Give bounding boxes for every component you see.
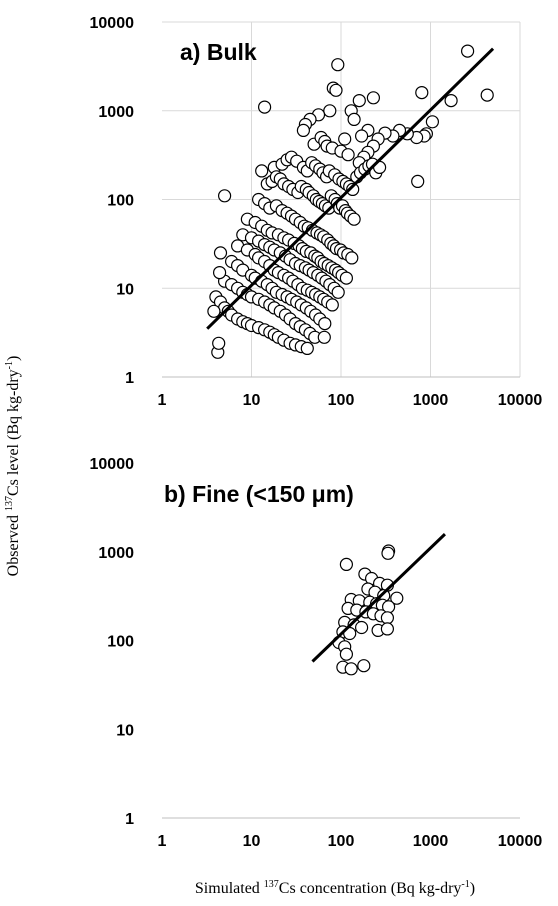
data-point bbox=[339, 557, 353, 572]
data-point bbox=[415, 85, 429, 100]
data-point bbox=[344, 662, 358, 676]
x-tick-label: 10 bbox=[243, 392, 261, 409]
y-tick-label: 1000 bbox=[98, 104, 134, 121]
panel-a-x-tick-labels: 1 10 100 1000 10000 bbox=[158, 392, 543, 409]
data-point bbox=[346, 182, 360, 196]
data-point bbox=[357, 659, 371, 673]
data-point bbox=[425, 115, 439, 129]
panel-a-y-tick-labels: 1 10 100 1000 10000 bbox=[90, 15, 135, 387]
data-point bbox=[355, 129, 369, 143]
panel-b-y-tick-labels: 1 10 100 1000 10000 bbox=[90, 456, 135, 828]
y-tick-label: 10 bbox=[116, 722, 134, 739]
y-tick-label: 1 bbox=[125, 370, 134, 387]
panel-b-fine: 1 10 100 1000 10000 1 10 100 1000 10000 b) Fine … bbox=[90, 456, 543, 850]
x-tick-label: 10 bbox=[243, 833, 261, 850]
data-point bbox=[380, 622, 394, 636]
data-point bbox=[341, 148, 355, 162]
data-point bbox=[339, 647, 353, 661]
x-axis-title-prefix: Simulated bbox=[195, 880, 264, 897]
data-point bbox=[338, 132, 352, 146]
data-point bbox=[366, 91, 380, 105]
y-axis-title-prefix: Observed bbox=[5, 511, 22, 576]
data-point bbox=[218, 189, 232, 203]
y-axis-title-sup: 137 bbox=[4, 496, 15, 511]
x-axis-title-sup2: -1 bbox=[461, 879, 469, 890]
x-axis-title-sup: 137 bbox=[264, 879, 279, 890]
x-tick-label: 10000 bbox=[498, 833, 543, 850]
x-tick-label: 1000 bbox=[413, 833, 449, 850]
data-point bbox=[213, 266, 227, 280]
data-point bbox=[355, 620, 369, 635]
data-point bbox=[331, 285, 345, 299]
data-point bbox=[444, 93, 458, 108]
data-point bbox=[461, 44, 475, 58]
data-point bbox=[213, 246, 228, 260]
x-axis-title-main: Cs concentration (Bq kg-dry bbox=[279, 880, 462, 897]
data-point bbox=[347, 212, 361, 226]
panel-a-bulk: 1 10 100 1000 10000 1 10 100 1000 10000 a) Bulk bbox=[90, 15, 543, 409]
y-tick-label: 1000 bbox=[98, 545, 134, 562]
y-tick-label: 10 bbox=[116, 281, 134, 298]
data-point bbox=[318, 317, 332, 331]
y-axis-title-end: ) bbox=[5, 356, 22, 361]
data-point bbox=[480, 88, 494, 102]
data-point bbox=[381, 546, 395, 560]
data-point bbox=[339, 271, 353, 285]
y-tick-label: 1 bbox=[125, 811, 134, 828]
data-point bbox=[255, 164, 269, 178]
panel-a-fit-line bbox=[206, 47, 495, 330]
x-tick-label: 10000 bbox=[498, 392, 543, 409]
data-point bbox=[347, 112, 361, 127]
data-point bbox=[345, 251, 359, 265]
y-tick-label: 100 bbox=[107, 634, 134, 651]
y-axis-title-sup2: -1 bbox=[4, 361, 15, 369]
panel-b-fit-line bbox=[311, 533, 446, 663]
data-point bbox=[390, 591, 404, 605]
data-point bbox=[207, 304, 221, 318]
data-point bbox=[296, 123, 310, 137]
panel-b-x-tick-labels: 1 10 100 1000 10000 bbox=[158, 833, 543, 850]
data-point bbox=[380, 611, 394, 625]
x-tick-label: 1000 bbox=[413, 392, 449, 409]
data-point bbox=[258, 100, 272, 114]
data-point bbox=[212, 336, 226, 350]
data-point bbox=[325, 298, 339, 312]
data-point bbox=[411, 174, 425, 188]
x-tick-label: 100 bbox=[328, 392, 355, 409]
data-point bbox=[323, 104, 337, 118]
data-point bbox=[300, 341, 314, 355]
panel-a-title: a) Bulk bbox=[180, 39, 257, 65]
data-point bbox=[352, 93, 366, 108]
y-axis-title-main: Cs level (Bq kg-dry bbox=[5, 369, 22, 496]
x-axis-title-end: ) bbox=[470, 880, 475, 897]
x-tick-label: 1 bbox=[158, 833, 167, 850]
data-point bbox=[317, 330, 331, 344]
x-tick-label: 1 bbox=[158, 392, 167, 409]
y-tick-label: 10000 bbox=[90, 456, 135, 473]
y-tick-label: 100 bbox=[107, 193, 134, 210]
data-point bbox=[329, 83, 343, 97]
x-axis-title: Simulated 137Cs concentration (Bq kg-dry… bbox=[195, 879, 475, 897]
x-tick-label: 100 bbox=[328, 833, 355, 850]
data-point bbox=[331, 58, 345, 72]
panel-b-title: b) Fine (<150 μm) bbox=[164, 481, 354, 507]
y-axis-title: Observed 137Cs level (Bq kg-dry-1) bbox=[4, 356, 22, 577]
panel-b-points bbox=[332, 544, 404, 676]
y-tick-label: 10000 bbox=[90, 15, 135, 32]
